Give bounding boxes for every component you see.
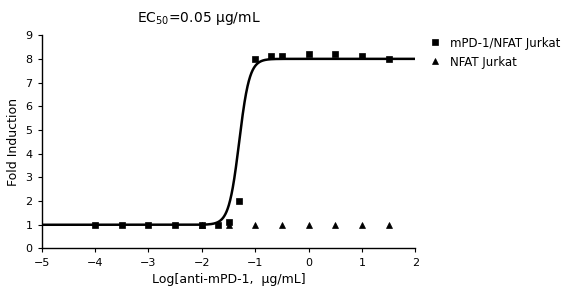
NFAT Jurkat: [198, 223, 205, 226]
mPD-1/NFAT Jurkat: [225, 221, 232, 224]
Legend: mPD-1/NFAT Jurkat, NFAT Jurkat: mPD-1/NFAT Jurkat, NFAT Jurkat: [429, 37, 560, 69]
mPD-1/NFAT Jurkat: [279, 55, 286, 58]
NFAT Jurkat: [385, 223, 392, 226]
NFAT Jurkat: [252, 223, 258, 226]
NFAT Jurkat: [279, 223, 286, 226]
Line: mPD-1/NFAT Jurkat: mPD-1/NFAT Jurkat: [92, 51, 392, 228]
mPD-1/NFAT Jurkat: [358, 55, 365, 58]
NFAT Jurkat: [305, 223, 312, 226]
mPD-1/NFAT Jurkat: [332, 52, 339, 56]
mPD-1/NFAT Jurkat: [215, 223, 222, 226]
mPD-1/NFAT Jurkat: [268, 55, 275, 58]
X-axis label: Log[anti-mPD-1,  μg/mL]: Log[anti-mPD-1, μg/mL]: [152, 273, 305, 286]
Line: NFAT Jurkat: NFAT Jurkat: [198, 221, 392, 228]
NFAT Jurkat: [225, 223, 232, 226]
mPD-1/NFAT Jurkat: [118, 223, 125, 226]
mPD-1/NFAT Jurkat: [145, 223, 152, 226]
mPD-1/NFAT Jurkat: [305, 52, 312, 56]
Text: EC$_{50}$=0.05 μg/mL: EC$_{50}$=0.05 μg/mL: [137, 10, 260, 27]
mPD-1/NFAT Jurkat: [252, 57, 258, 61]
mPD-1/NFAT Jurkat: [236, 199, 243, 203]
mPD-1/NFAT Jurkat: [198, 223, 205, 226]
NFAT Jurkat: [332, 223, 339, 226]
NFAT Jurkat: [358, 223, 365, 226]
mPD-1/NFAT Jurkat: [92, 223, 99, 226]
mPD-1/NFAT Jurkat: [385, 57, 392, 61]
Y-axis label: Fold Induction: Fold Induction: [7, 98, 20, 186]
mPD-1/NFAT Jurkat: [172, 223, 179, 226]
